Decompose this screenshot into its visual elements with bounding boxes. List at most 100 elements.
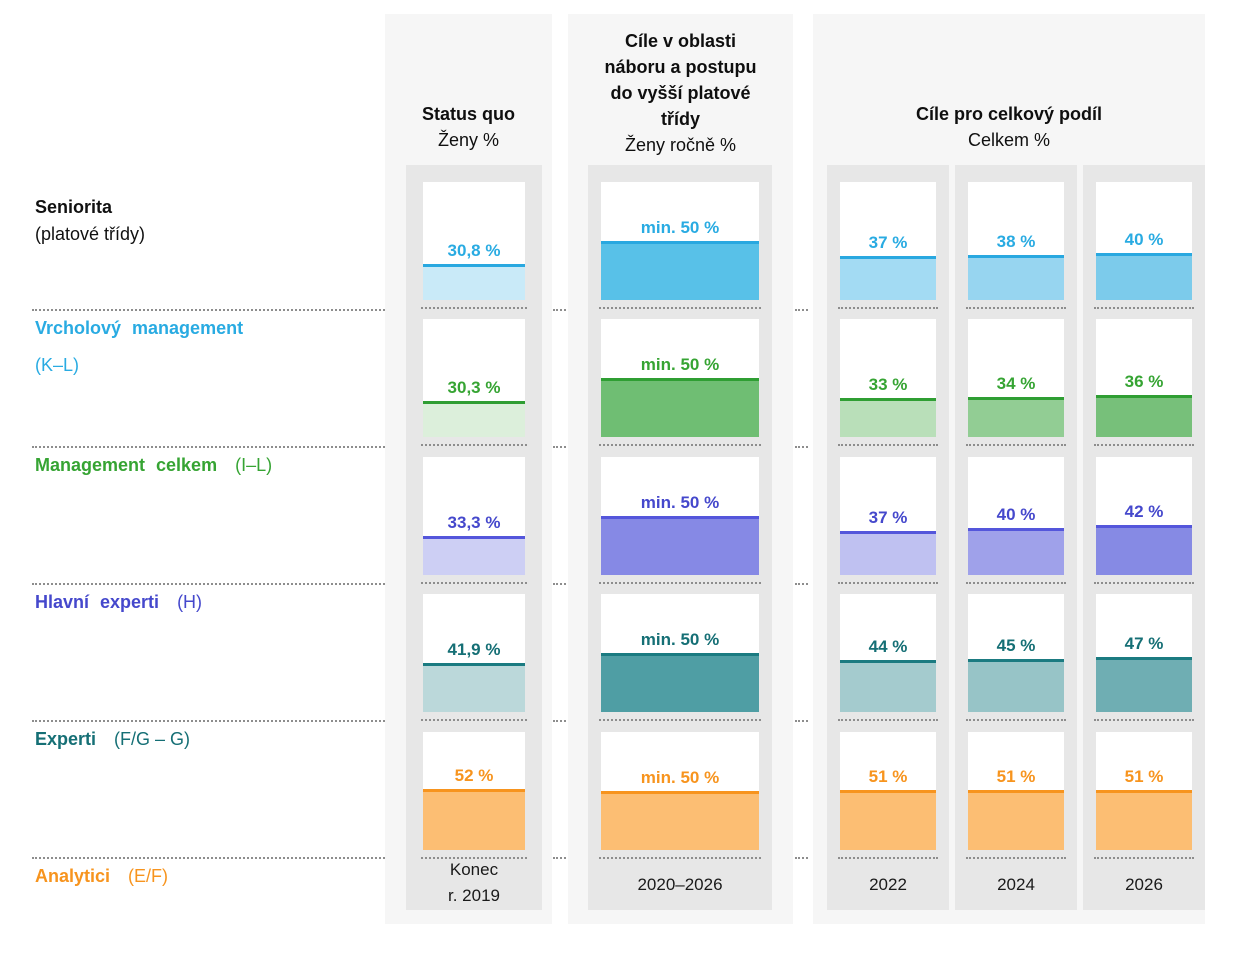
- target-panel: Cíle v oblasti náboru a postupu do vyšší…: [568, 14, 793, 924]
- bar-fill: [423, 264, 525, 300]
- bar-value-label: 33 %: [868, 375, 908, 394]
- axis-title-main: Seniorita: [35, 197, 113, 217]
- row-label-text: Analytici: [35, 866, 111, 886]
- bar-value-label: min. 50 %: [640, 630, 720, 649]
- status-quo-title: Status quo: [422, 104, 515, 124]
- row-label-code: (K–L): [35, 355, 80, 375]
- bar-cell: min. 50 %: [599, 182, 761, 309]
- bar-value-label: 51 %: [1124, 767, 1164, 786]
- bar-value-label: 51 %: [996, 767, 1036, 786]
- target-subtitle: Ženy ročně %: [624, 135, 737, 155]
- row-label-text: Experti: [35, 729, 97, 749]
- bar-value-label: 30,3 %: [447, 378, 501, 397]
- bar-value-label: min. 50 %: [640, 218, 720, 237]
- bar-value-label: 37 %: [868, 233, 908, 252]
- bar-fill: [423, 789, 525, 850]
- row-label-text: Vrcholový management: [35, 318, 244, 338]
- bar-fill: [601, 241, 759, 300]
- bar-cell: min. 50 %: [599, 457, 761, 584]
- dotted-separator: [553, 309, 566, 311]
- bar-cell: 33,3 %: [421, 457, 527, 584]
- bar-value-label: 40 %: [996, 505, 1036, 524]
- bar-fill: [968, 397, 1064, 437]
- row-label-code: (I–L): [235, 455, 273, 475]
- status-quo-panel: Status quo Ženy % 30,8 % 30,3 % 33,3 % 4…: [385, 14, 552, 924]
- target-footer: 2020–2026: [637, 875, 723, 894]
- bar-fill: [423, 663, 525, 712]
- row-separator: [32, 446, 385, 448]
- total-share-header: Cíle pro celkový podíl Celkem %: [813, 101, 1205, 153]
- bar-fill: [601, 791, 759, 850]
- dotted-separator: [553, 583, 566, 585]
- bar-cell: 45 %: [966, 594, 1066, 721]
- bar-value-label: 47 %: [1124, 634, 1164, 653]
- status-quo-footer: Konec r. 2019: [406, 857, 542, 909]
- bar-fill: [968, 528, 1064, 575]
- bar-cell: 33 %: [838, 319, 938, 446]
- bar-value-label: 51 %: [868, 767, 908, 786]
- bar-value-label: 41,9 %: [447, 640, 501, 659]
- status-quo-header: Status quo Ženy %: [385, 101, 552, 153]
- bar-fill: [1096, 790, 1192, 850]
- bar-value-label: 34 %: [996, 374, 1036, 393]
- bar-cell: min. 50 %: [599, 319, 761, 446]
- bar-cell: 52 %: [421, 732, 527, 859]
- bar-value-label: min. 50 %: [640, 355, 720, 374]
- row-separator: [32, 583, 385, 585]
- bar-fill: [1096, 253, 1192, 300]
- bar-cell: 51 %: [966, 732, 1066, 859]
- bar-cell: 51 %: [838, 732, 938, 859]
- row-label-code: (H): [177, 592, 203, 612]
- year-track-2026: 40 % 36 % 42 % 47 % 51 % 2026: [1083, 165, 1205, 910]
- bar-cell: 44 %: [838, 594, 938, 721]
- bar-cell: 36 %: [1094, 319, 1194, 446]
- bar-fill: [601, 378, 759, 437]
- bar-value-label: 40 %: [1124, 230, 1164, 249]
- bar-fill: [840, 398, 936, 437]
- row-label-hlavni-experti: Hlavní experti (H): [35, 591, 202, 613]
- row-label-text: Management celkem: [35, 455, 218, 475]
- bar-fill: [1096, 525, 1192, 575]
- total-share-title: Cíle pro celkový podíl: [915, 104, 1103, 124]
- bar-cell: 51 %: [1094, 732, 1194, 859]
- bar-value-label: min. 50 %: [640, 493, 720, 512]
- row-label-text: Hlavní experti: [35, 592, 160, 612]
- status-quo-footer-line2: r. 2019: [448, 886, 500, 905]
- year-footer-2022: 2022: [869, 875, 907, 894]
- total-share-subtitle: Celkem %: [967, 130, 1051, 150]
- year-footer-2026: 2026: [1125, 875, 1163, 894]
- bar-value-label: 37 %: [868, 508, 908, 527]
- axis-title-sub: (platové třídy): [35, 224, 146, 244]
- bar-fill: [968, 659, 1064, 712]
- bar-fill: [968, 790, 1064, 850]
- bar-fill: [968, 255, 1064, 300]
- bar-fill: [840, 531, 936, 575]
- bar-value-label: 52 %: [454, 766, 494, 785]
- bar-fill: [601, 653, 759, 712]
- bar-fill: [601, 516, 759, 575]
- bar-cell: 34 %: [966, 319, 1066, 446]
- bar-cell: 40 %: [1094, 182, 1194, 309]
- bar-cell: 41,9 %: [421, 594, 527, 721]
- year-track-2022: 37 % 33 % 37 % 44 % 51 % 2022: [827, 165, 949, 910]
- axis-title: Seniorita (platové třídy): [35, 194, 145, 248]
- status-quo-footer-line1: Konec: [449, 860, 499, 879]
- bar-fill: [423, 536, 525, 575]
- bar-value-label: 42 %: [1124, 502, 1164, 521]
- bar-cell: min. 50 %: [599, 732, 761, 859]
- row-separator: [32, 309, 385, 311]
- dotted-separator: [553, 720, 566, 722]
- bar-cell: 37 %: [838, 457, 938, 584]
- row-separator: [32, 720, 385, 722]
- bar-value-label: min. 50 %: [640, 768, 720, 787]
- target-title-line: třídy: [660, 109, 700, 129]
- target-title-line: náboru a postupu: [604, 57, 757, 77]
- bar-value-label: 44 %: [868, 637, 908, 656]
- target-track: min. 50 % min. 50 % min. 50 % min. 50 % …: [588, 165, 772, 910]
- bar-cell: 30,8 %: [421, 182, 527, 309]
- total-share-panel: Cíle pro celkový podíl Celkem % 37 % 33 …: [813, 14, 1205, 924]
- year-footer-2024: 2024: [997, 875, 1035, 894]
- bar-cell: 37 %: [838, 182, 938, 309]
- bar-cell: min. 50 %: [599, 594, 761, 721]
